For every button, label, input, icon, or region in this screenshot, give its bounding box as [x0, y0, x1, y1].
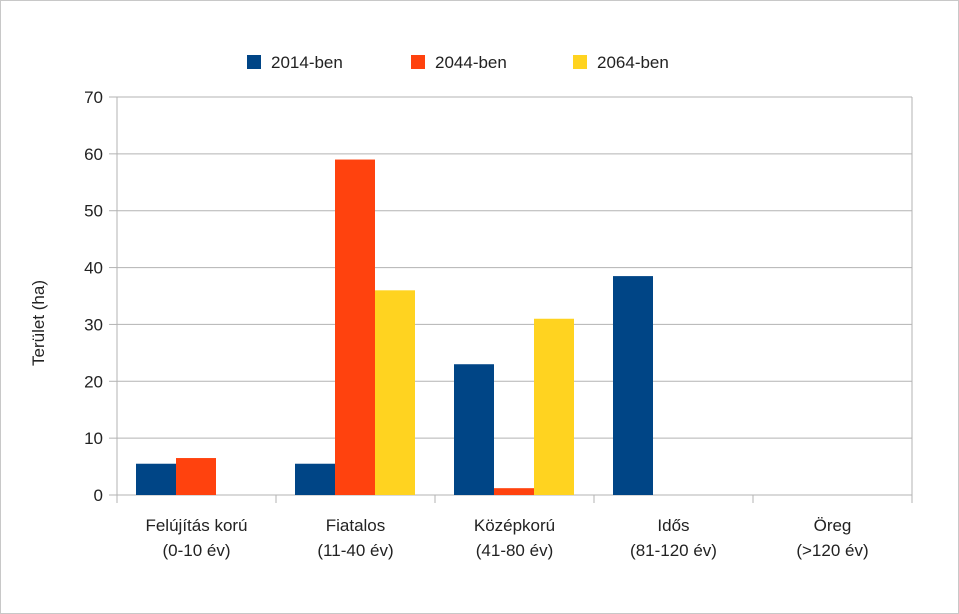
y-tick-label: 20: [84, 372, 103, 391]
x-category-label: Felújítás korú: [145, 516, 247, 535]
x-category-label: (11-40 év): [317, 541, 393, 560]
y-tick-label: 60: [84, 145, 103, 164]
bar-3-2: [375, 290, 415, 495]
legend: 2014-ben 2044-ben 2064-ben: [247, 53, 669, 72]
bar-1-2: [295, 463, 335, 495]
x-category-label: Öreg: [814, 516, 852, 535]
bar-1-1: [136, 463, 176, 495]
legend-swatch: [247, 55, 261, 69]
bar-1-4: [613, 276, 653, 495]
legend-label: 2014-ben: [271, 53, 343, 72]
bars: [136, 159, 653, 496]
y-tick-label: 30: [84, 315, 103, 334]
axis-labels: 0 10 20 30 40 50 60 70 Felújítás korú (0-10 év) Fi…: [84, 88, 869, 560]
x-category-label: (41-80 év): [476, 541, 553, 560]
bar-2-3: [494, 488, 534, 495]
y-tick-label: 10: [84, 429, 103, 448]
bar-1-3: [454, 364, 494, 495]
y-axis-title: Terület (ha): [29, 280, 48, 366]
bar-2-1: [176, 458, 216, 495]
x-category-label: Idős: [657, 516, 689, 535]
x-category-label: Fiatalos: [326, 516, 386, 535]
x-category-label: Középkorú: [474, 516, 555, 535]
y-tick-label: 50: [84, 202, 103, 221]
bar-2-2: [335, 159, 375, 496]
legend-swatch: [573, 55, 587, 69]
x-category-label: (0-10 év): [162, 541, 230, 560]
y-tick-label: 40: [84, 259, 103, 278]
legend-swatch: [411, 55, 425, 69]
gridlines: [117, 96, 912, 439]
legend-label: 2044-ben: [435, 53, 507, 72]
bar-3-3: [534, 318, 574, 495]
y-tick-label: 0: [94, 486, 103, 505]
x-category-label: (>120 év): [796, 541, 868, 560]
axes: [109, 96, 913, 503]
x-category-label: (81-120 év): [630, 541, 717, 560]
legend-label: 2064-ben: [597, 53, 669, 72]
y-tick-label: 70: [84, 88, 103, 107]
